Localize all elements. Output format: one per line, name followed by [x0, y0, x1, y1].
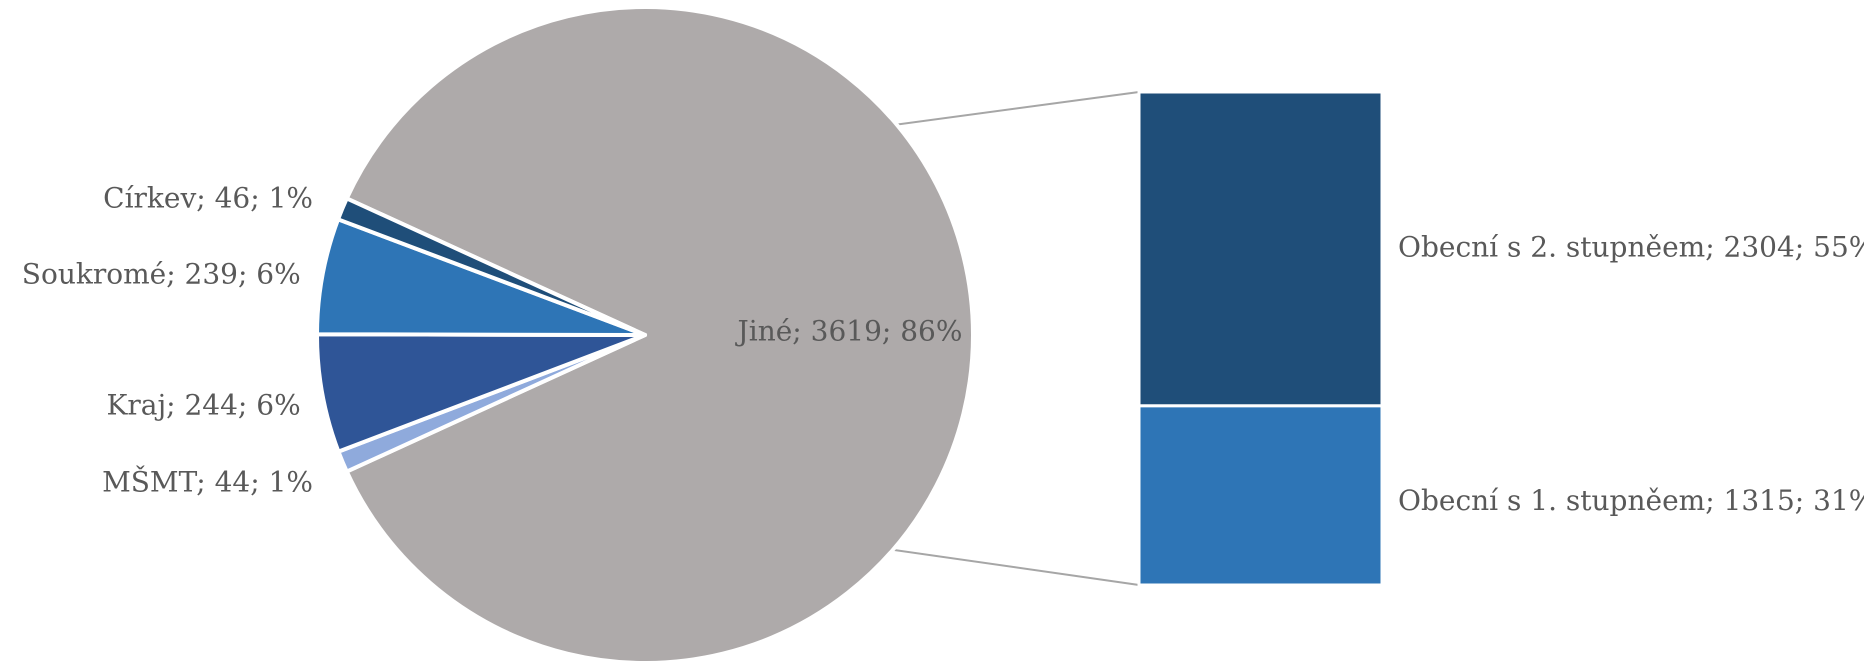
bar-segment-1 — [1137, 404, 1384, 587]
data-labels: Jiné; 3619; 86% MŠMT; 44; 1% Kraj; 244; 6%… — [22, 182, 1864, 517]
data-label-1: MŠMT; 44; 1% — [102, 465, 313, 499]
bar-label-1: Obecní s 1. stupněem; 1315; 31% — [1398, 484, 1864, 517]
data-label-4: Církev; 46; 1% — [103, 182, 313, 215]
bar-label-0: Obecní s 2. stupněem; 2304; 55% — [1398, 230, 1864, 263]
bar-segment-0 — [1137, 90, 1384, 408]
data-label-2: Kraj; 244; 6% — [106, 389, 300, 422]
pie-slice-4 — [336, 196, 647, 337]
data-label-0: Jiné; 3619; 86% — [735, 315, 963, 348]
secondary-bar — [1137, 90, 1384, 587]
pie — [314, 5, 975, 664]
pie-slice-0 — [344, 5, 975, 664]
data-label-3: Soukromé; 239; 6% — [22, 258, 301, 291]
